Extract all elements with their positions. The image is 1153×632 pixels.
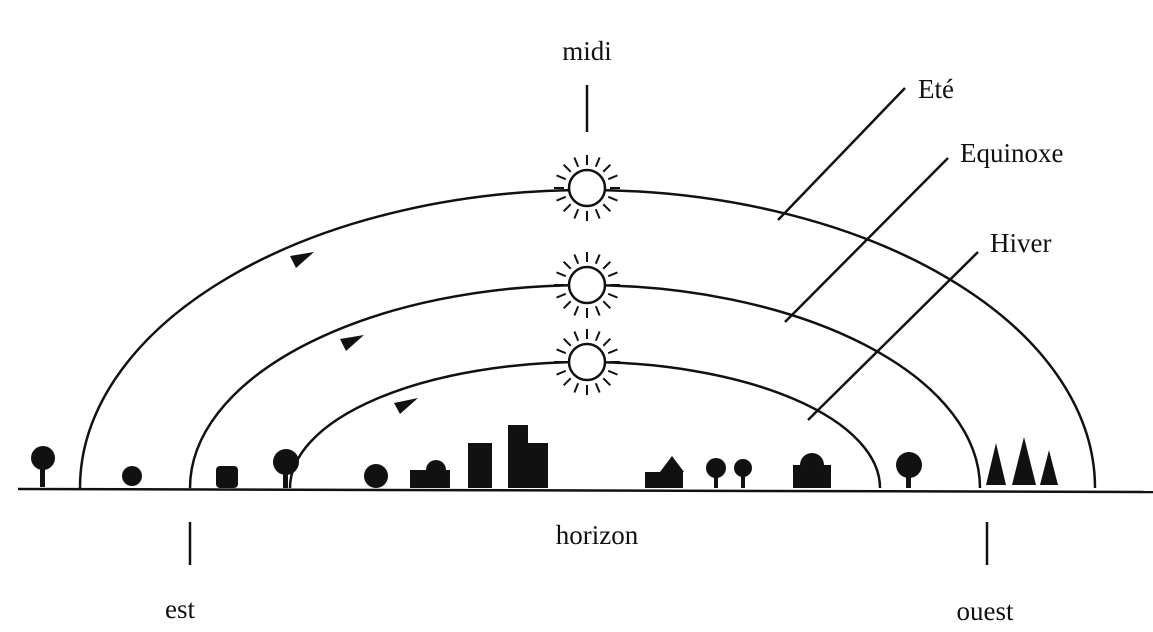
horizon-label: horizon: [556, 520, 639, 550]
noon-label: midi: [562, 36, 612, 66]
east-label: est: [165, 594, 195, 624]
winter-label: Hiver: [990, 228, 1051, 258]
sun: [569, 267, 605, 303]
sun: [569, 170, 605, 206]
equinox-label: Equinoxe: [960, 138, 1063, 168]
sun-path-diagram: midi Eté Equinoxe Hiver horizon est oues…: [0, 0, 1153, 632]
summer-label: Eté: [918, 74, 954, 104]
sun: [569, 344, 605, 380]
west-label: ouest: [957, 596, 1014, 626]
